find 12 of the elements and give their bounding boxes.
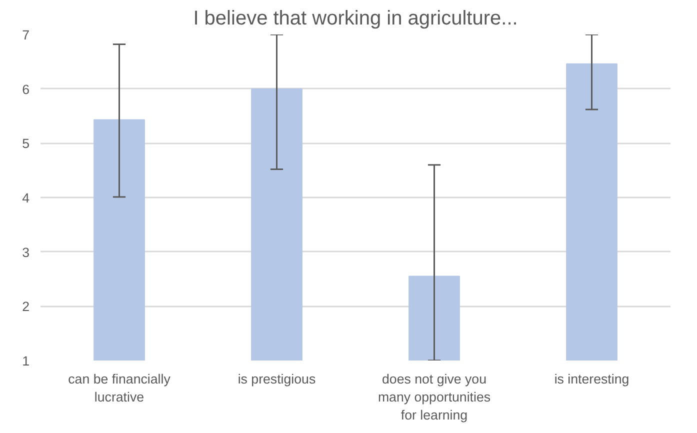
y-tick-label: 2: [22, 299, 30, 314]
y-tick-label: 3: [22, 244, 30, 260]
x-tick-label: does not give you many opportunities for learning: [378, 372, 491, 422]
y-tick-label: 4: [22, 190, 30, 206]
y-tick-label: 7: [22, 28, 30, 42]
x-tick-label: is interesting: [554, 372, 630, 386]
y-tick-label: 1: [22, 354, 30, 368]
y-tick-label: 6: [22, 82, 30, 97]
x-tick-label: can be financially lucrative: [68, 372, 171, 404]
x-tick-label: is prestigious: [238, 372, 316, 386]
chart-title: I believe that working in agriculture...: [193, 8, 518, 30]
y-tick-label: 5: [22, 136, 30, 152]
